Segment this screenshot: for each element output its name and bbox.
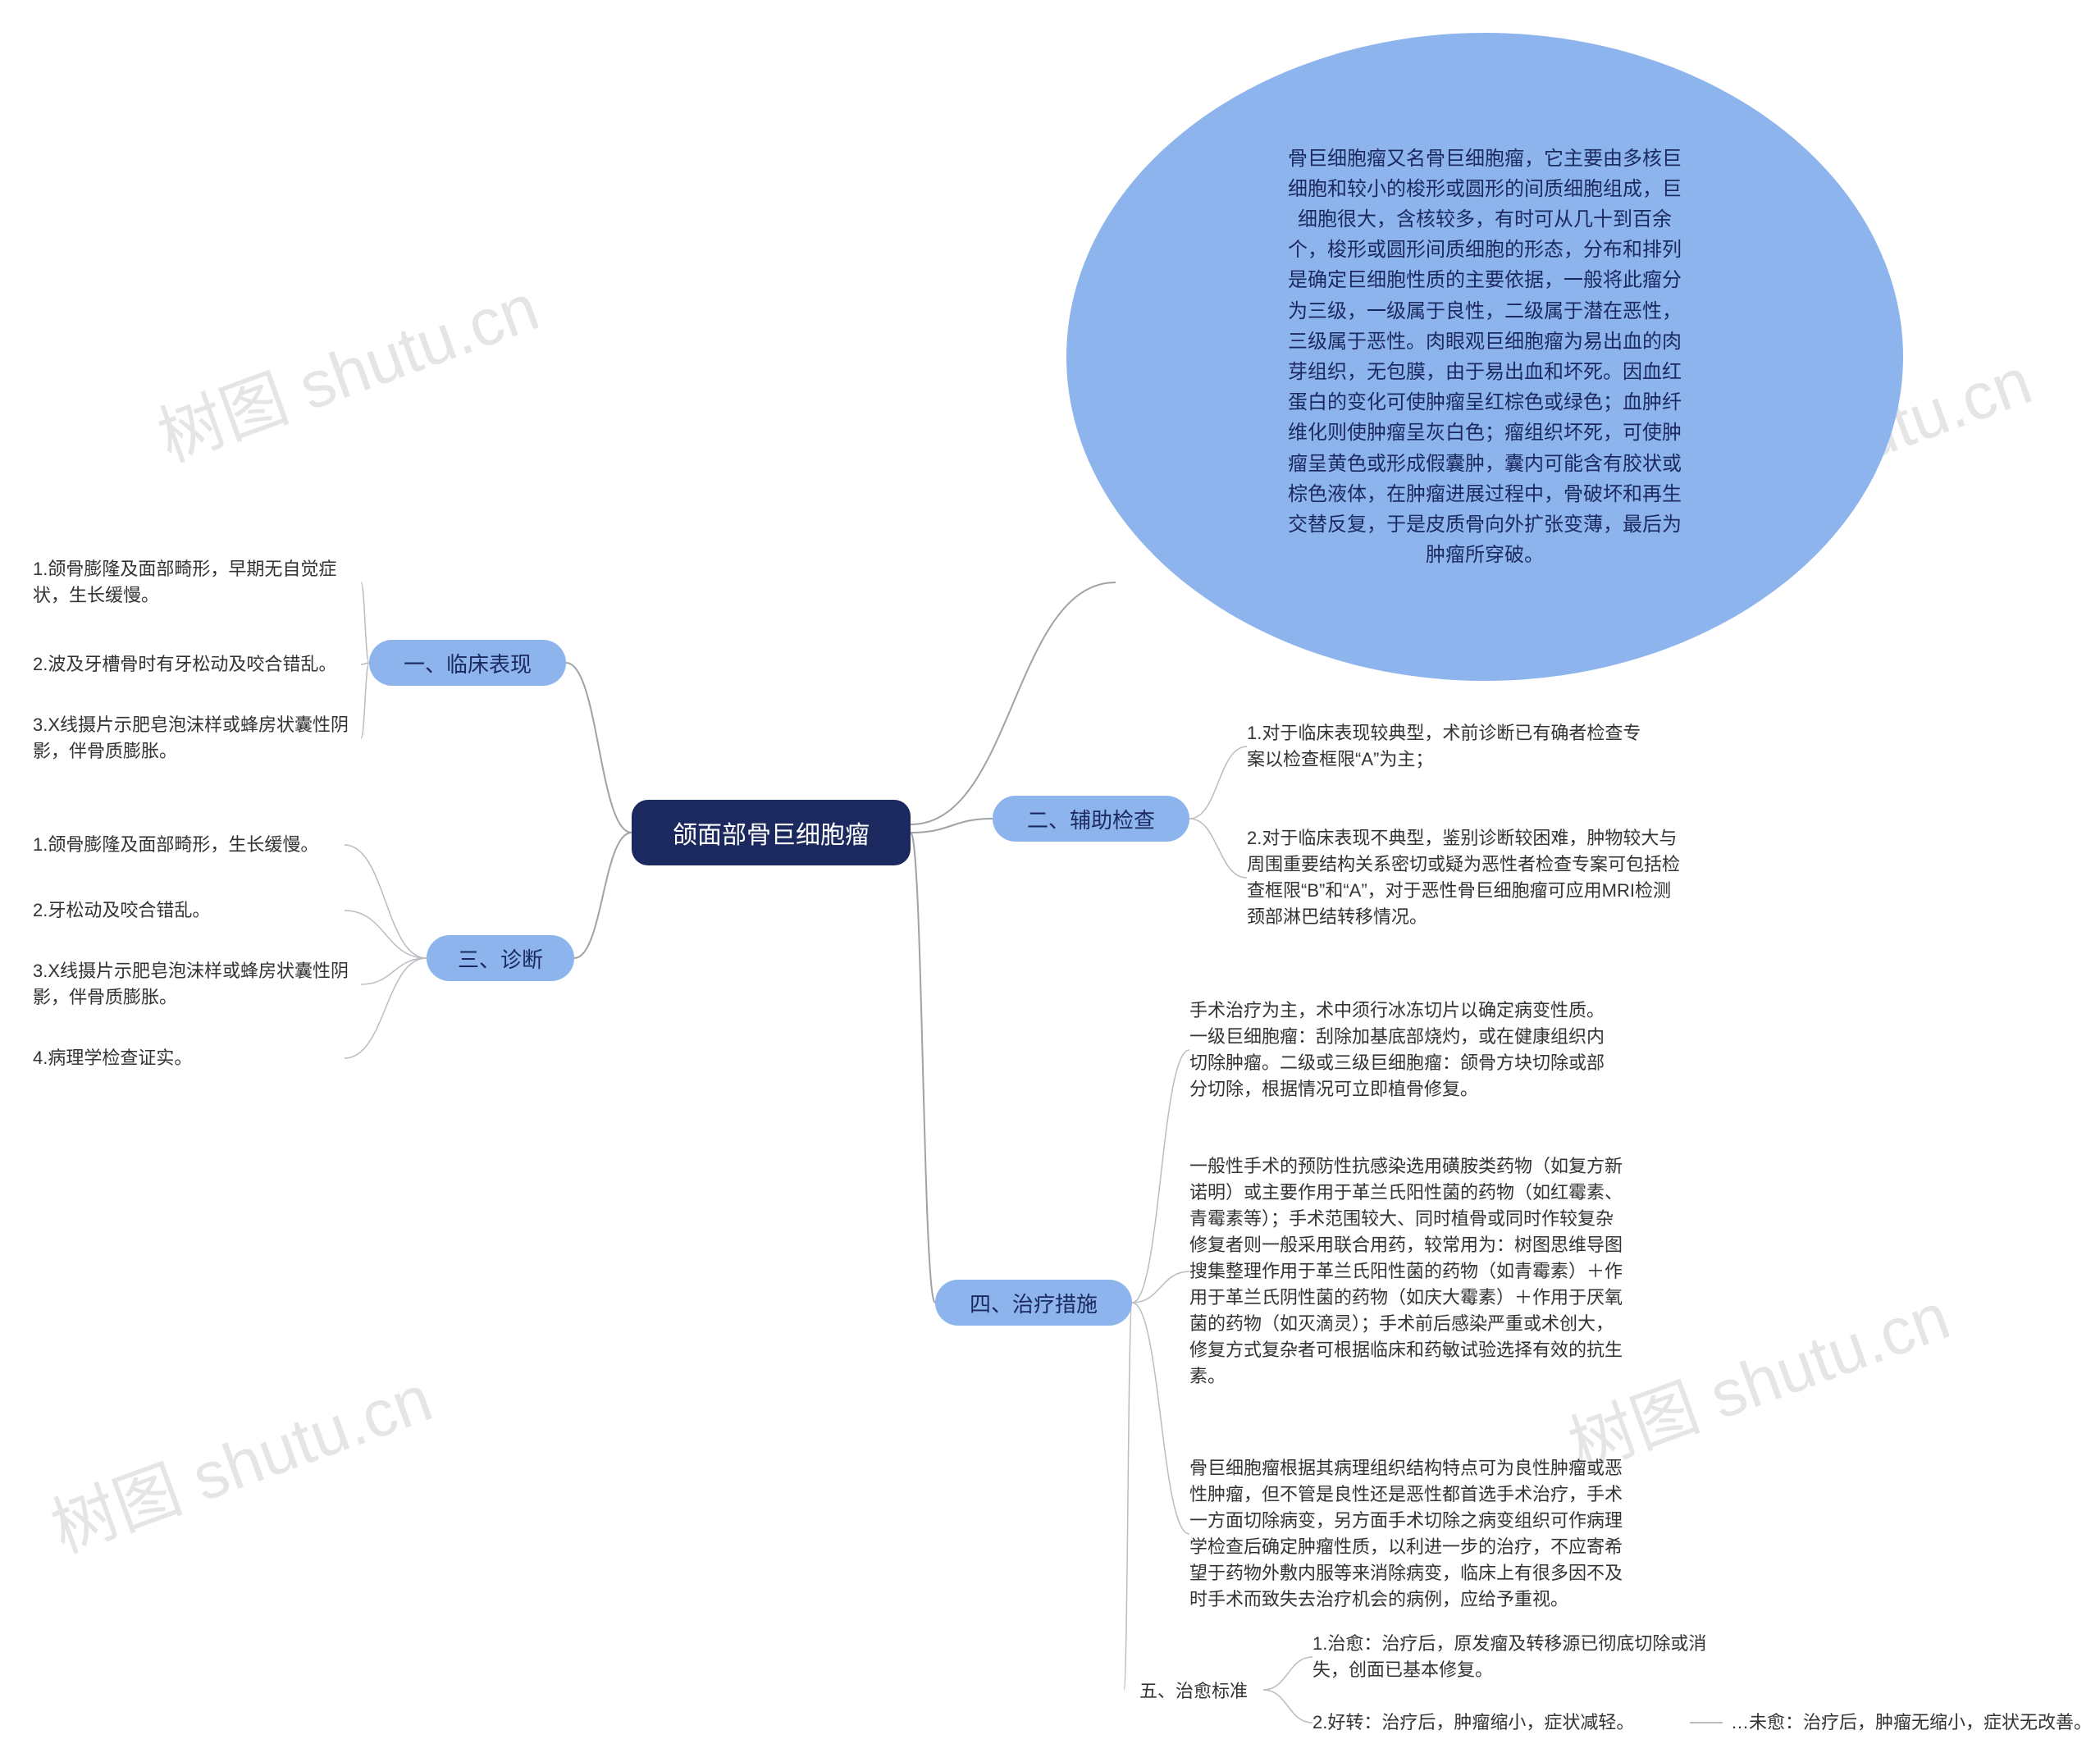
subleaf-b4-0: 1.治愈：治疗后，原发瘤及转移源已彻底切除或消失，创面已基本修复。 [1312, 1632, 1723, 1682]
tail-b4: …未愈：治疗后，肿瘤无缩小，症状无改善。 [1731, 1706, 2100, 1739]
leaf-b3-3: 4.病理学检查证实。 [33, 1042, 345, 1075]
watermark-0: 树图 shutu.cn [144, 255, 550, 481]
leaf-b3-0: 1.颌骨膨隆及面部畸形，生长缓慢。 [33, 829, 345, 861]
subbranch-b4: 五、治愈标准 [1124, 1673, 1263, 1706]
leaf-b3-2: 3.X线摄片示肥皂泡沫样或蜂房状囊性阴影，伴骨质膨胀。 [33, 960, 361, 1009]
branch-b1: 一、临床表现 [369, 640, 566, 686]
leaf-b2-1: 2.对于临床表现不典型，鉴别诊断较困难，肿物较大与周围重要结构关系密切或疑为恶性… [1247, 812, 1682, 943]
intro-text: 骨巨细胞瘤又名骨巨细胞瘤，它主要由多核巨细胞和较小的梭形或圆形的间质细胞组成，巨… [1288, 144, 1682, 571]
root-node: 颌面部骨巨细胞瘤 [632, 800, 911, 865]
para-b4-2: 骨巨细胞瘤根据其病理组织结构特点可为良性肿瘤或恶性肿瘤，但不管是良性还是恶性都首… [1189, 1427, 1624, 1641]
para-b4-0: 手术治疗为主，术中须行冰冻切片以确定病变性质。一级巨细胞瘤：刮除加基底部烧灼，或… [1189, 984, 1616, 1116]
intro-blob: 骨巨细胞瘤又名骨巨细胞瘤，它主要由多核巨细胞和较小的梭形或圆形的间质细胞组成，巨… [1066, 33, 1903, 681]
leaf-b3-1: 2.牙松动及咬合错乱。 [33, 894, 345, 927]
leaf-b1-0: 1.颌骨膨隆及面部畸形，早期无自觉症状，生长缓慢。 [33, 558, 361, 607]
branch-b4: 四、治疗措施 [935, 1280, 1132, 1326]
leaf-b1-1: 2.波及牙槽骨时有牙松动及咬合错乱。 [33, 648, 361, 681]
branch-b2: 二、辅助检查 [993, 796, 1189, 842]
subleaf-b4-1: 2.好转：治疗后，肿瘤缩小，症状减轻。 [1312, 1706, 1682, 1739]
watermark-1: 树图 shutu.cn [37, 1346, 443, 1572]
para-b4-1: 一般性手术的预防性抗感染选用磺胺类药物（如复方新诺明）或主要作用于革兰氏阳性菌的… [1189, 1140, 1624, 1403]
leaf-b1-2: 3.X线摄片示肥皂泡沫样或蜂房状囊性阴影，伴骨质膨胀。 [33, 714, 361, 763]
leaf-b2-0: 1.对于临床表现较典型，术前诊断已有确者检查专案以检查框限“A”为主； [1247, 722, 1657, 771]
branch-b3: 三、诊断 [427, 935, 574, 981]
